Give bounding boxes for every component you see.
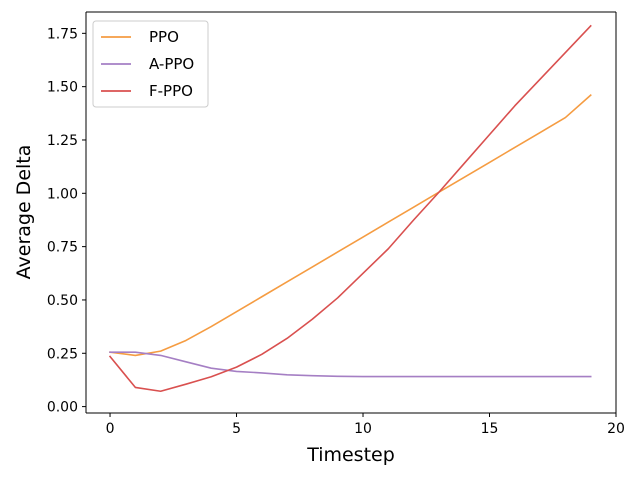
legend: PPO A-PPO F-PPO bbox=[92, 20, 209, 108]
y-tick-label: 1.00 bbox=[47, 186, 78, 202]
series-line-ppo bbox=[109, 94, 592, 357]
y-tick-label: 0.50 bbox=[47, 293, 78, 309]
x-tick-label: 20 bbox=[607, 421, 625, 437]
ticks: 0 5 10 15 20 0.00 0.25 0.50 0.75 1.00 1.25 1.50 1.75 bbox=[47, 26, 625, 437]
y-tick-label: 1.75 bbox=[47, 26, 78, 42]
series-line-a-ppo bbox=[109, 351, 592, 378]
series-layer bbox=[108, 24, 592, 393]
legend-box bbox=[92, 20, 209, 108]
y-tick-label: 0.75 bbox=[47, 240, 78, 256]
legend-label-a-ppo: A-PPO bbox=[149, 55, 194, 73]
y-tick-label: 1.50 bbox=[47, 80, 78, 96]
x-tick-label: 10 bbox=[354, 421, 372, 437]
x-axis-label: Timestep bbox=[306, 444, 395, 466]
x-tick-label: 15 bbox=[481, 421, 499, 437]
legend-label-ppo: PPO bbox=[149, 28, 179, 46]
x-tick-label: 5 bbox=[232, 421, 241, 437]
y-tick-label: 1.25 bbox=[47, 133, 78, 149]
y-tick-label: 0.00 bbox=[47, 400, 78, 416]
series-line-f-ppo bbox=[108, 24, 592, 393]
axes bbox=[85, 11, 617, 414]
y-axis-label: Average Delta bbox=[13, 145, 35, 280]
x-tick-label: 0 bbox=[106, 421, 115, 437]
legend-label-f-ppo: F-PPO bbox=[149, 82, 193, 100]
y-tick-label: 0.25 bbox=[47, 346, 78, 362]
